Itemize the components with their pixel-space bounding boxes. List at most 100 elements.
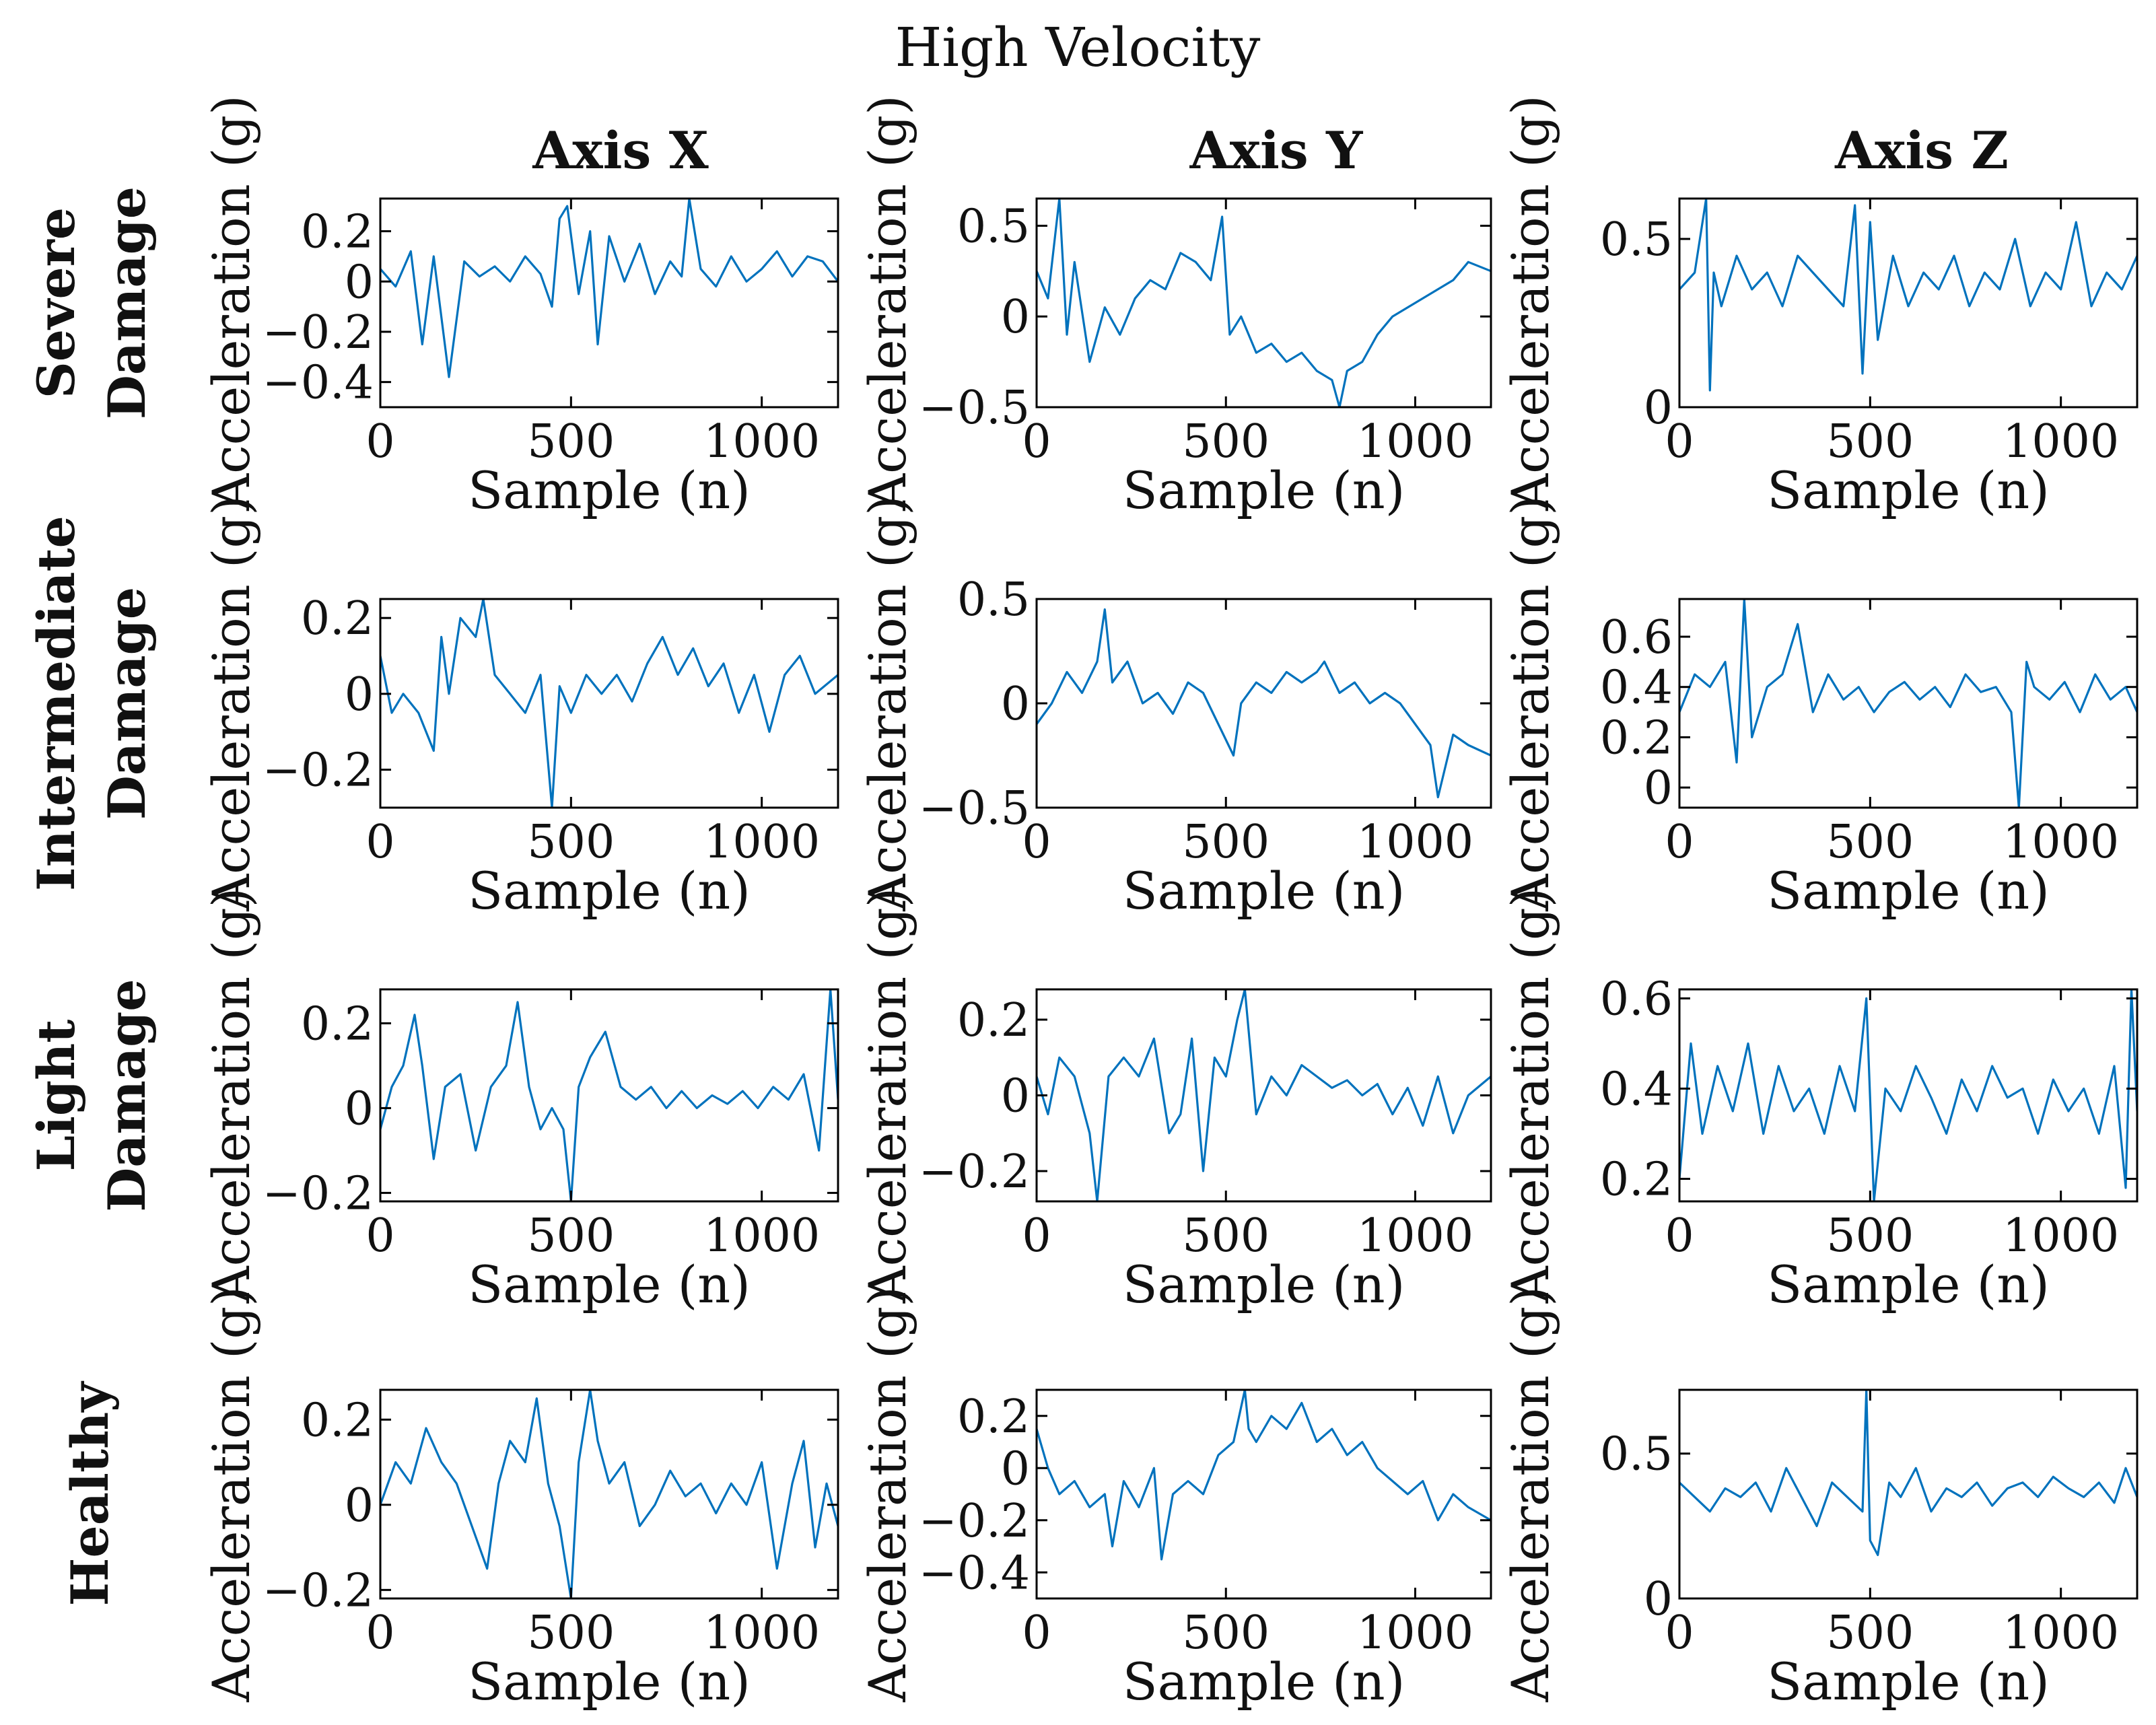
row-title-line: Damage [97, 979, 157, 1211]
y-tick-label: −0.2 [263, 1564, 374, 1617]
row-title-line: Damage [97, 587, 157, 820]
series-line [380, 1390, 838, 1598]
x-tick-label: 0 [366, 1607, 394, 1660]
panel-r2-c1: 0 500 1000 −0.2 0 0.2 Sample (n) Acceleration (… [858, 888, 1492, 1314]
row-title-line: Intermediate [26, 516, 86, 891]
x-tick-label: 500 [527, 1209, 615, 1263]
series-line [1679, 989, 2137, 1201]
y-tick-label: 0 [1001, 1442, 1030, 1495]
x-tick-label: 0 [1665, 415, 1694, 468]
axes-box [1035, 598, 1492, 809]
x-axis-label: Sample (n) [468, 1652, 751, 1712]
row-title-line: Healthy [60, 1381, 120, 1607]
x-axis-label: Sample (n) [1767, 1255, 2050, 1314]
y-axis-label: Acceleration (g) [201, 888, 261, 1304]
y-tick-label: 0.5 [957, 200, 1030, 253]
x-axis-label: Sample (n) [1123, 1255, 1405, 1314]
x-tick-label: 500 [527, 415, 615, 468]
y-tick-label: 0 [1001, 678, 1030, 731]
series-line [1037, 608, 1491, 799]
y-tick-label: 0.4 [1600, 662, 1673, 715]
x-tick-label: 1000 [2003, 1607, 2119, 1660]
y-tick-label: 0 [1644, 382, 1673, 435]
y-tick-label: 0 [345, 668, 374, 721]
row-title-line: Severe [26, 207, 86, 398]
y-tick-label: 0 [1644, 1573, 1673, 1626]
axes-box [1678, 598, 2138, 809]
x-axis-label: Sample (n) [1123, 861, 1405, 921]
series-line [1037, 989, 1491, 1201]
x-axis-label: Sample (n) [1767, 460, 2050, 520]
axes-box [379, 197, 839, 409]
axes-box [1678, 988, 2138, 1203]
y-tick-label: 0.2 [301, 997, 374, 1051]
x-tick-label: 0 [366, 816, 394, 869]
series-line [1679, 599, 2137, 808]
y-tick-label: 0.4 [1600, 1063, 1673, 1116]
x-tick-label: 500 [1826, 415, 1914, 468]
x-axis-label: Sample (n) [1767, 861, 2050, 921]
x-axis-label: Sample (n) [468, 460, 751, 520]
x-tick-label: 500 [1826, 1209, 1914, 1263]
x-tick-label: 1000 [703, 1607, 820, 1660]
series-line [380, 199, 838, 378]
x-tick-label: 0 [366, 415, 394, 468]
series-line [1679, 1390, 2137, 1556]
x-axis-label: Sample (n) [468, 861, 751, 921]
y-tick-label: 0 [1001, 291, 1030, 344]
x-tick-label: 1000 [2003, 816, 2119, 869]
y-tick-label: −0.5 [919, 382, 1030, 435]
x-tick-label: 0 [1022, 816, 1051, 869]
column-title-axis-x: Axis X [532, 120, 708, 180]
panel-r3-c2: 0 500 1000 0 0.5 Sample (n) Acceleration (g) [1500, 1286, 2138, 1712]
series-line [1037, 1390, 1491, 1561]
y-axis-label: Acceleration (g) [1500, 888, 1560, 1304]
x-tick-label: 500 [1826, 1607, 1914, 1660]
y-tick-label: 0.5 [1600, 213, 1673, 267]
x-tick-label: 500 [1182, 816, 1270, 869]
y-axis-label: Acceleration (g) [1500, 95, 1560, 512]
x-tick-label: 1000 [1357, 415, 1473, 468]
y-tick-label: 0.5 [957, 573, 1030, 627]
axes-box [1678, 1388, 2138, 1600]
x-tick-label: 1000 [1357, 1209, 1473, 1263]
axes-box [379, 1388, 839, 1600]
y-tick-label: 0.5 [1600, 1428, 1673, 1481]
x-tick-label: 500 [1182, 1607, 1270, 1660]
axes-box [1035, 1388, 1492, 1600]
row-title-1: Intermediate Damage [26, 516, 157, 891]
y-axis-label: Acceleration (g) [201, 95, 261, 512]
y-tick-label: −0.5 [919, 782, 1030, 835]
y-axis-label: Acceleration (g) [858, 1286, 917, 1703]
x-tick-label: 0 [1665, 816, 1694, 869]
x-tick-label: 500 [1182, 1209, 1270, 1263]
axes-box [1035, 197, 1492, 409]
axes-box [379, 988, 839, 1203]
row-title-0: Severe Damage [26, 186, 157, 419]
y-axis-label: Acceleration (g) [858, 495, 917, 912]
panel-r2-c2: 0 500 1000 0.2 0.4 0.6 Sample (n) Acceleration … [1500, 888, 2138, 1314]
x-tick-label: 500 [1826, 816, 1914, 869]
y-tick-label: 0.2 [957, 1390, 1030, 1444]
column-title-axis-y: Axis Y [1189, 120, 1363, 180]
x-axis-label: Sample (n) [468, 1255, 751, 1314]
y-tick-label: 0 [345, 1479, 374, 1533]
y-tick-label: 0 [1001, 1070, 1030, 1123]
y-axis-label: Acceleration (g) [1500, 1286, 1560, 1703]
y-axis-label: Acceleration (g) [201, 495, 261, 912]
x-tick-label: 0 [1022, 1607, 1051, 1660]
y-tick-label: 0.6 [1600, 973, 1673, 1026]
y-axis-label: Acceleration (g) [1500, 495, 1560, 912]
y-axis-label: Acceleration (g) [858, 95, 917, 512]
series-line [1679, 199, 2137, 392]
y-tick-label: 0 [345, 256, 374, 309]
row-title-line: Damage [97, 186, 157, 419]
x-tick-label: 1000 [2003, 1209, 2119, 1263]
x-tick-label: 1000 [703, 415, 820, 468]
